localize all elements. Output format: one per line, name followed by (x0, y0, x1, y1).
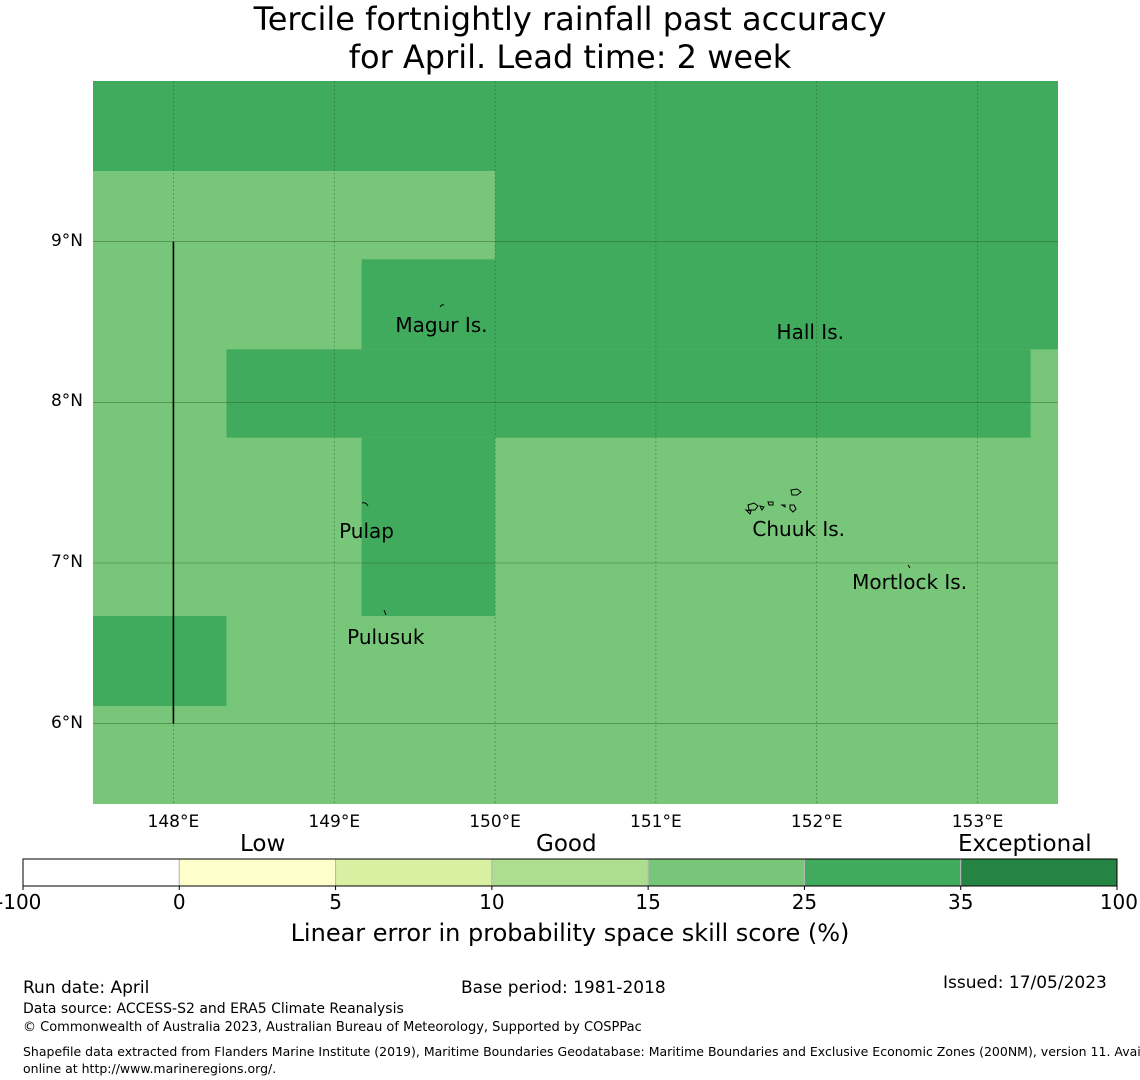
island-shape (744, 509, 752, 515)
lat-tick-label: 9°N (50, 230, 83, 251)
colorbar-segment (335, 858, 493, 887)
island-shape (767, 501, 774, 506)
colorbar-tick-label: 5 (329, 890, 342, 914)
colorbar-segment (647, 858, 805, 887)
copyright-note: © Commonwealth of Australia 2023, Austra… (23, 1020, 642, 1035)
island-shape (907, 564, 911, 569)
colorbar-segment (960, 858, 1118, 887)
lat-tick-label: 7°N (50, 552, 83, 572)
place-label: Magur Is. (395, 313, 488, 338)
colorbar-tick-label: 15 (635, 890, 661, 914)
island-shape (789, 504, 797, 513)
lon-tick-label: 153°E (951, 812, 1004, 832)
island-shape (439, 304, 445, 308)
base-period: Base period: 1981-2018 (461, 978, 666, 998)
skill-cell-4 (361, 437, 496, 617)
shapefile-note-line-1: Shapefile data extracted from Flanders M… (23, 1044, 1140, 1059)
colorbar-segment (803, 858, 962, 887)
lon-tick-label: 150°E (469, 812, 521, 832)
island-shape (790, 488, 802, 496)
colorbar-tick-label: 100 (1099, 890, 1138, 914)
colorbar-tick-label: 35 (947, 890, 974, 914)
skill-cell-3 (226, 349, 1031, 438)
island-outlines (361, 304, 911, 616)
skill-cell-5 (93, 616, 227, 706)
place-label: Pulusuk (347, 624, 425, 649)
colorbar-segment (491, 858, 649, 887)
lon-tick-label: 152°E (790, 812, 843, 832)
colorbar-tick-label: 25 (791, 890, 818, 914)
colorbar-frame (22, 858, 1118, 887)
colorbar-head-good: Good (536, 831, 597, 857)
skill-cell-2 (361, 259, 496, 350)
place-label: Chuuk Is. (752, 517, 846, 542)
colorbar-label: Linear error in probability space skill … (290, 919, 850, 947)
shapefile-note: Shapefile data extracted from Flanders M… (23, 1043, 1140, 1077)
title-line-2: for April. Lead time: 2 week (348, 38, 792, 76)
skill-cell-0 (93, 81, 496, 171)
skill-cell-1 (495, 81, 1058, 350)
place-label: Mortlock Is. (852, 570, 968, 595)
lon-tick-label: 149°E (308, 812, 361, 832)
island-shape (361, 502, 369, 507)
title-line-1: Tercile fortnightly rainfall past accura… (253, 0, 887, 38)
colorbar-segment (22, 858, 180, 887)
lat-tick-label: 6°N (50, 712, 83, 733)
data-source: Data source: ACCESS-S2 and ERA5 Climate … (23, 1001, 404, 1017)
island-shape (780, 504, 786, 508)
place-label: Hall Is. (776, 319, 844, 344)
island-shape (759, 505, 765, 511)
colorbar-tick-label: -100 (0, 890, 42, 914)
colorbar-tick-label: 10 (479, 890, 505, 914)
run-date: Run date: April (23, 978, 150, 998)
shapefile-note-line-2: online at http://www.marineregions.org/. (23, 1061, 277, 1076)
island-shape (383, 609, 387, 616)
lon-tick-label: 151°E (630, 812, 682, 832)
colorbar-head-low: Low (240, 831, 286, 857)
issued-date: Issued: 17/05/2023 (943, 973, 1107, 993)
island-shape (747, 502, 759, 511)
colorbar-tick-label: 0 (172, 890, 186, 914)
lon-tick-label: 148°E (147, 812, 200, 832)
lat-tick-label: 8°N (50, 391, 83, 412)
map-title: Tercile fortnightly rainfall past accura… (0, 0, 1140, 76)
place-label: Pulap (339, 518, 394, 543)
colorbar-head-exceptional: Exceptional (958, 831, 1092, 857)
colorbar-segment (178, 858, 337, 887)
